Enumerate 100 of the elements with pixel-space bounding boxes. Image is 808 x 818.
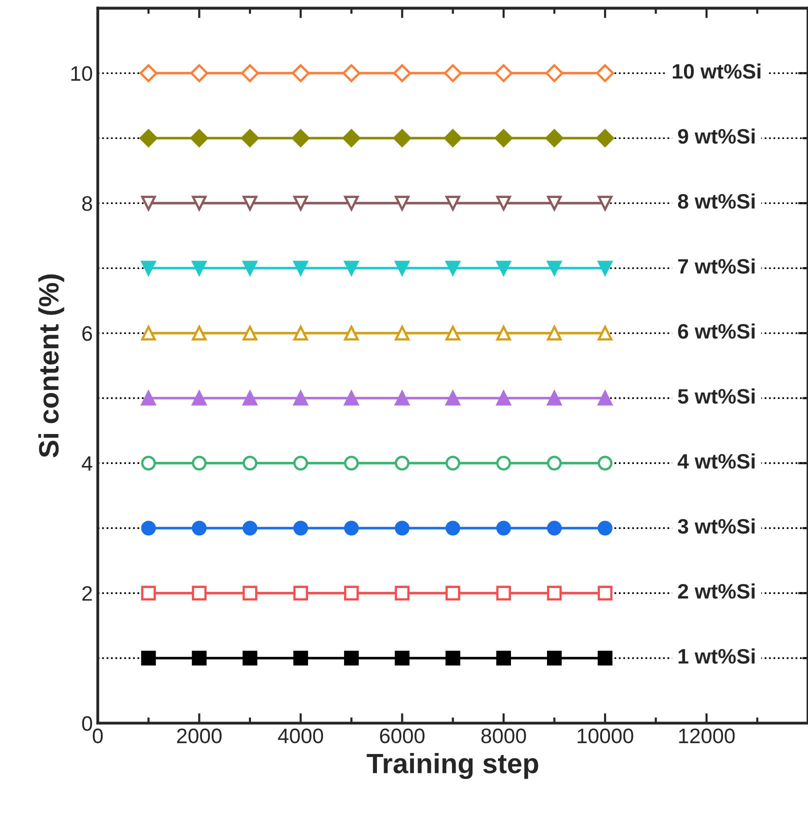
text: 3 wt%Si: [678, 518, 755, 534]
point: [293, 650, 308, 666]
point: [394, 196, 410, 211]
point: [141, 520, 156, 536]
point: [546, 326, 562, 341]
point: [293, 326, 308, 341]
point: [344, 586, 359, 600]
point: [598, 650, 612, 666]
point: [293, 196, 308, 211]
point: [293, 520, 308, 536]
point: [141, 390, 156, 406]
point: [546, 650, 562, 666]
x-axis-title: Training step: [366, 752, 538, 779]
point: [242, 326, 258, 341]
point: [446, 326, 460, 341]
x-tick-label: 2000: [177, 728, 222, 744]
point: [192, 196, 207, 211]
point: [192, 456, 207, 470]
point: [242, 456, 258, 470]
point: [242, 390, 258, 406]
point: [192, 390, 207, 406]
point: [242, 260, 258, 276]
text: 9 wt%Si: [678, 128, 755, 144]
text: 7 wt%Si: [678, 258, 755, 274]
point: [141, 260, 156, 276]
point: [598, 586, 612, 600]
x-tick-label: 10000: [578, 728, 634, 744]
point: [545, 64, 564, 82]
x-tick-label: 12000: [679, 728, 735, 744]
text: 8 wt%Si: [678, 193, 755, 209]
point: [496, 390, 511, 406]
point: [344, 456, 359, 470]
x-tick-label: 6000: [380, 728, 425, 744]
point: [292, 64, 310, 82]
point: [141, 650, 156, 666]
point: [141, 586, 156, 600]
x-tick-label: 0: [92, 728, 103, 744]
point: [546, 196, 562, 211]
text: 4 wt%Si: [678, 453, 755, 469]
text: 2 wt%Si: [678, 583, 755, 599]
point: [393, 129, 412, 148]
point: [596, 64, 614, 82]
point: [394, 520, 410, 536]
point: [546, 456, 562, 470]
text: 10 wt%Si: [672, 63, 760, 79]
point: [190, 64, 208, 82]
point: [444, 64, 462, 82]
point: [192, 326, 207, 341]
point: [344, 260, 359, 276]
point: [394, 586, 410, 600]
y-tick-label: 2: [82, 586, 92, 601]
point: [446, 260, 460, 276]
point: [141, 456, 156, 470]
point: [293, 260, 308, 276]
y-tick-label: 0: [82, 716, 92, 731]
point: [141, 326, 156, 341]
point: [446, 586, 460, 600]
point: [344, 326, 359, 341]
text: 1 wt%Si: [678, 648, 755, 664]
point: [444, 129, 462, 148]
point: [242, 650, 258, 666]
point: [192, 650, 207, 666]
point: [192, 586, 207, 600]
point: [342, 129, 360, 148]
point: [446, 520, 460, 536]
point: [242, 520, 258, 536]
x-tick-label: 4000: [278, 728, 324, 744]
point: [546, 520, 562, 536]
point: [598, 326, 612, 341]
y-tick-label: 6: [82, 326, 92, 341]
x-tick-label: 8000: [481, 728, 526, 744]
point: [192, 520, 207, 536]
point: [140, 64, 158, 82]
point: [394, 650, 410, 666]
point: [496, 196, 511, 211]
y-tick-label: 4: [82, 456, 92, 471]
point: [344, 390, 359, 406]
point: [496, 520, 511, 536]
point: [293, 390, 308, 406]
point: [242, 196, 258, 211]
point: [598, 520, 612, 536]
point: [342, 64, 360, 82]
y-tick-label: 10: [71, 66, 92, 81]
point: [242, 586, 258, 600]
point: [394, 456, 410, 470]
point: [394, 390, 410, 406]
point: [496, 260, 511, 276]
point: [293, 586, 308, 600]
point: [496, 456, 511, 470]
point: [394, 260, 410, 276]
point: [446, 650, 460, 666]
point: [293, 456, 308, 470]
point: [446, 390, 460, 406]
point: [344, 650, 359, 666]
point: [240, 129, 259, 148]
point: [598, 196, 612, 211]
text: 5 wt%Si: [678, 388, 755, 404]
point: [344, 196, 359, 211]
text: 6 wt%Si: [678, 323, 755, 339]
point: [344, 520, 359, 536]
